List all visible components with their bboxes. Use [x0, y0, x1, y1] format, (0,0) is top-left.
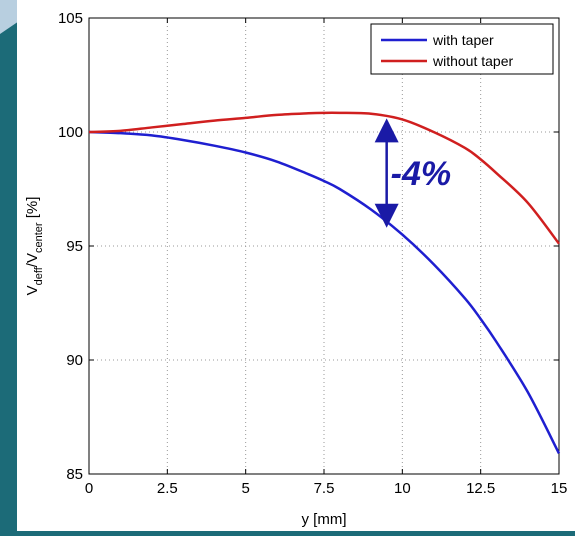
y-tick-label: 100	[58, 124, 83, 141]
delta-annotation: -4%	[374, 118, 451, 228]
y-tick-label: 95	[66, 238, 83, 255]
x-tick-labels: 0 2.5 5 7.5 10 12.5 15	[85, 480, 568, 497]
grid-lines	[89, 18, 559, 474]
x-tick-label: 12.5	[466, 480, 495, 497]
annotation-arrow-down-head	[374, 203, 399, 228]
x-tick-label: 15	[551, 480, 568, 497]
x-axis-title: y [mm]	[302, 511, 347, 528]
y-tick-labels: 85 90 95 100 105	[58, 10, 83, 483]
legend: with taper without taper	[370, 23, 554, 75]
x-tick-label: 7.5	[314, 480, 335, 497]
series-line-without-taper	[88, 111, 560, 245]
annotation-label: -4%	[391, 155, 451, 193]
x-tick-label: 5	[241, 480, 249, 497]
series-lines	[88, 111, 561, 455]
line-chart: 0 2.5 5 7.5 10 12.5 15 85 90 95 100 105 y [mm] Vde…	[24, 10, 568, 528]
legend-box	[370, 23, 554, 75]
plot-card: 0 2.5 5 7.5 10 12.5 15 85 90 95 100 105 y [mm] Vde…	[17, 0, 575, 531]
x-tick-label: 0	[85, 480, 93, 497]
y-tick-label: 105	[58, 10, 83, 27]
series-line-with-taper	[88, 130, 561, 455]
legend-label-without-taper: without taper	[432, 53, 513, 69]
y-tick-label: 90	[66, 352, 83, 369]
y-axis-title: Vdeff/Vcenter [%]	[24, 197, 45, 296]
y-tick-label: 85	[66, 466, 83, 483]
annotation-arrow-up-head	[374, 118, 399, 143]
legend-label-with-taper: with taper	[432, 32, 494, 48]
axis-ticks	[88, 17, 560, 475]
x-tick-label: 10	[394, 480, 411, 497]
x-tick-label: 2.5	[157, 480, 178, 497]
